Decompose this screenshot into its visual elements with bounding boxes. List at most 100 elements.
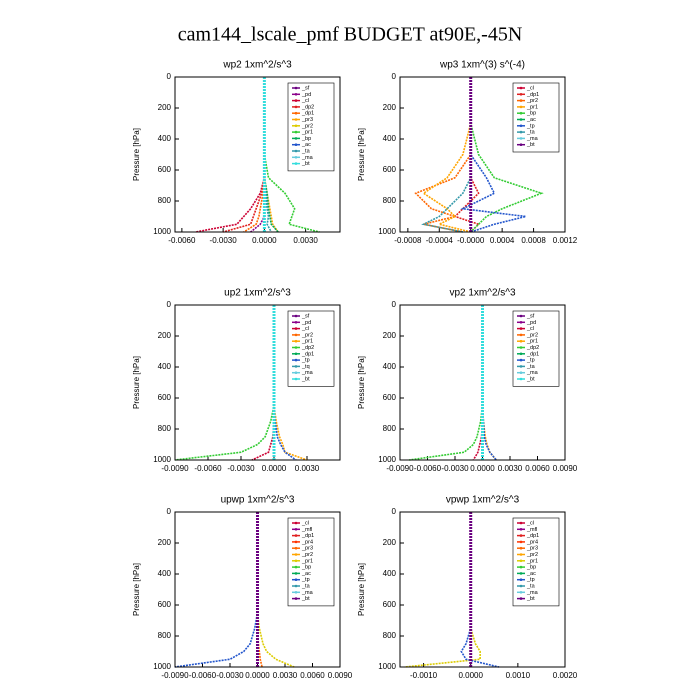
series-line (263, 77, 320, 233)
x-tick-label: 0.0000 (245, 671, 270, 680)
series-line (256, 512, 295, 668)
x-tick-label: 0.0004 (490, 236, 515, 245)
series-line (263, 77, 279, 233)
plot-frame (174, 511, 341, 668)
panel-title: vpwp 1xm^2/s^3 (446, 495, 520, 506)
y-axis-label: Pressure [hPa] (132, 128, 141, 181)
legend-label: _pr1 (301, 558, 313, 564)
legend-dot (519, 93, 523, 96)
legend-label: _pr1 (526, 558, 538, 564)
legend-dot (294, 314, 298, 318)
y-tick-label: 200 (158, 538, 172, 547)
series-line (195, 77, 266, 233)
x-tick-label: 0.0030 (295, 464, 320, 473)
x-tick-label: -0.0090 (386, 464, 414, 473)
legend-dot (294, 377, 298, 381)
legend-label: _dp1 (526, 351, 539, 357)
y-tick-label: 400 (383, 362, 397, 371)
legend-dot (294, 105, 298, 109)
y-axis-label: Pressure [hPa] (357, 128, 366, 181)
legend-label: _cl (301, 520, 309, 526)
legend-label: _sf (301, 313, 310, 319)
legend-dot (294, 130, 298, 134)
y-tick-label: 800 (383, 196, 397, 205)
legend-dot (519, 86, 523, 90)
legend-label: _pd (526, 320, 536, 326)
legend-label: _ma (301, 155, 314, 161)
legend-dot (519, 584, 523, 588)
y-tick-label: 200 (383, 538, 397, 547)
legend-dot (294, 156, 298, 159)
legend-label: _bt (301, 376, 310, 382)
legend-label: _dp2 (301, 345, 314, 351)
legend-dot (519, 333, 523, 337)
legend-dot (294, 99, 298, 102)
x-tick-label: -0.0030 (210, 236, 238, 245)
legend-dot (519, 553, 523, 556)
legend-label: _tp (301, 577, 310, 583)
legend-dot (294, 559, 298, 563)
y-tick-label: 600 (383, 600, 397, 609)
legend-dot (294, 93, 298, 96)
legend-label: _sf (301, 85, 310, 91)
legend-dot (519, 546, 523, 550)
legend-label: _ta (526, 583, 536, 589)
y-tick-label: 800 (158, 424, 172, 433)
y-tick-label: 0 (167, 507, 172, 516)
legend-dot (519, 371, 523, 375)
legend-dot (519, 534, 523, 537)
legend-dot (519, 143, 523, 146)
legend-label: _ma (526, 590, 539, 596)
legend-label: _dp2 (301, 104, 314, 110)
legend-label: _ac (301, 571, 311, 577)
legend-label: _ac (301, 142, 311, 148)
x-tick-label: -0.0090 (161, 464, 189, 473)
legend-label: _pr3 (301, 117, 313, 123)
x-tick-label: 0.0000 (252, 236, 277, 245)
legend-label: _pr2 (301, 552, 313, 558)
legend-label: _bt (526, 376, 535, 382)
x-tick-label: -0.0030 (227, 464, 255, 473)
y-tick-label: 200 (158, 103, 172, 112)
series-line (404, 512, 481, 668)
y-tick-label: 800 (158, 631, 172, 640)
legend-dot (519, 540, 523, 544)
legend-dot (294, 521, 298, 525)
y-tick-label: 0 (392, 507, 397, 516)
legend-dot (519, 327, 523, 330)
y-tick-label: 600 (383, 393, 397, 402)
legend-dot (294, 346, 298, 349)
y-tick-label: 0 (167, 300, 172, 309)
legend-label: _bp (301, 565, 311, 571)
x-tick-label: 0.0060 (525, 464, 550, 473)
legend-label: _dp1 (301, 533, 314, 539)
panel-title: upwp 1xm^2/s^3 (221, 495, 295, 506)
legend-label: _pr1 (526, 339, 538, 345)
legend-dot (294, 591, 298, 594)
y-tick-label: 1000 (378, 455, 396, 464)
figure-title: cam144_lscale_pmf BUDGET at90E,-45N (178, 24, 523, 46)
x-tick-label: -0.0060 (194, 464, 222, 473)
legend-dot (519, 578, 523, 581)
legend-dot (519, 565, 523, 569)
y-tick-label: 600 (383, 165, 397, 174)
y-tick-label: 400 (158, 569, 172, 578)
series-line (174, 512, 259, 668)
y-tick-label: 600 (158, 165, 172, 174)
legend-label: _pd (301, 320, 311, 326)
series-line (414, 77, 472, 233)
legend-label: _dp1 (526, 92, 539, 98)
legend-dot (519, 105, 523, 109)
legend-dot (519, 118, 523, 121)
y-axis-label: Pressure [hPa] (357, 356, 366, 409)
legend-label: _bp (301, 136, 311, 142)
y-tick-label: 1000 (153, 455, 171, 464)
legend-label: _ta (526, 364, 536, 370)
legend-label: _pr2 (301, 123, 313, 129)
legend-label: _ma (301, 590, 314, 596)
x-tick-label: 0.0008 (521, 236, 546, 245)
x-tick-label: 0.0030 (498, 464, 523, 473)
legend-label: _ta (301, 148, 311, 154)
legend-dot (294, 553, 298, 556)
